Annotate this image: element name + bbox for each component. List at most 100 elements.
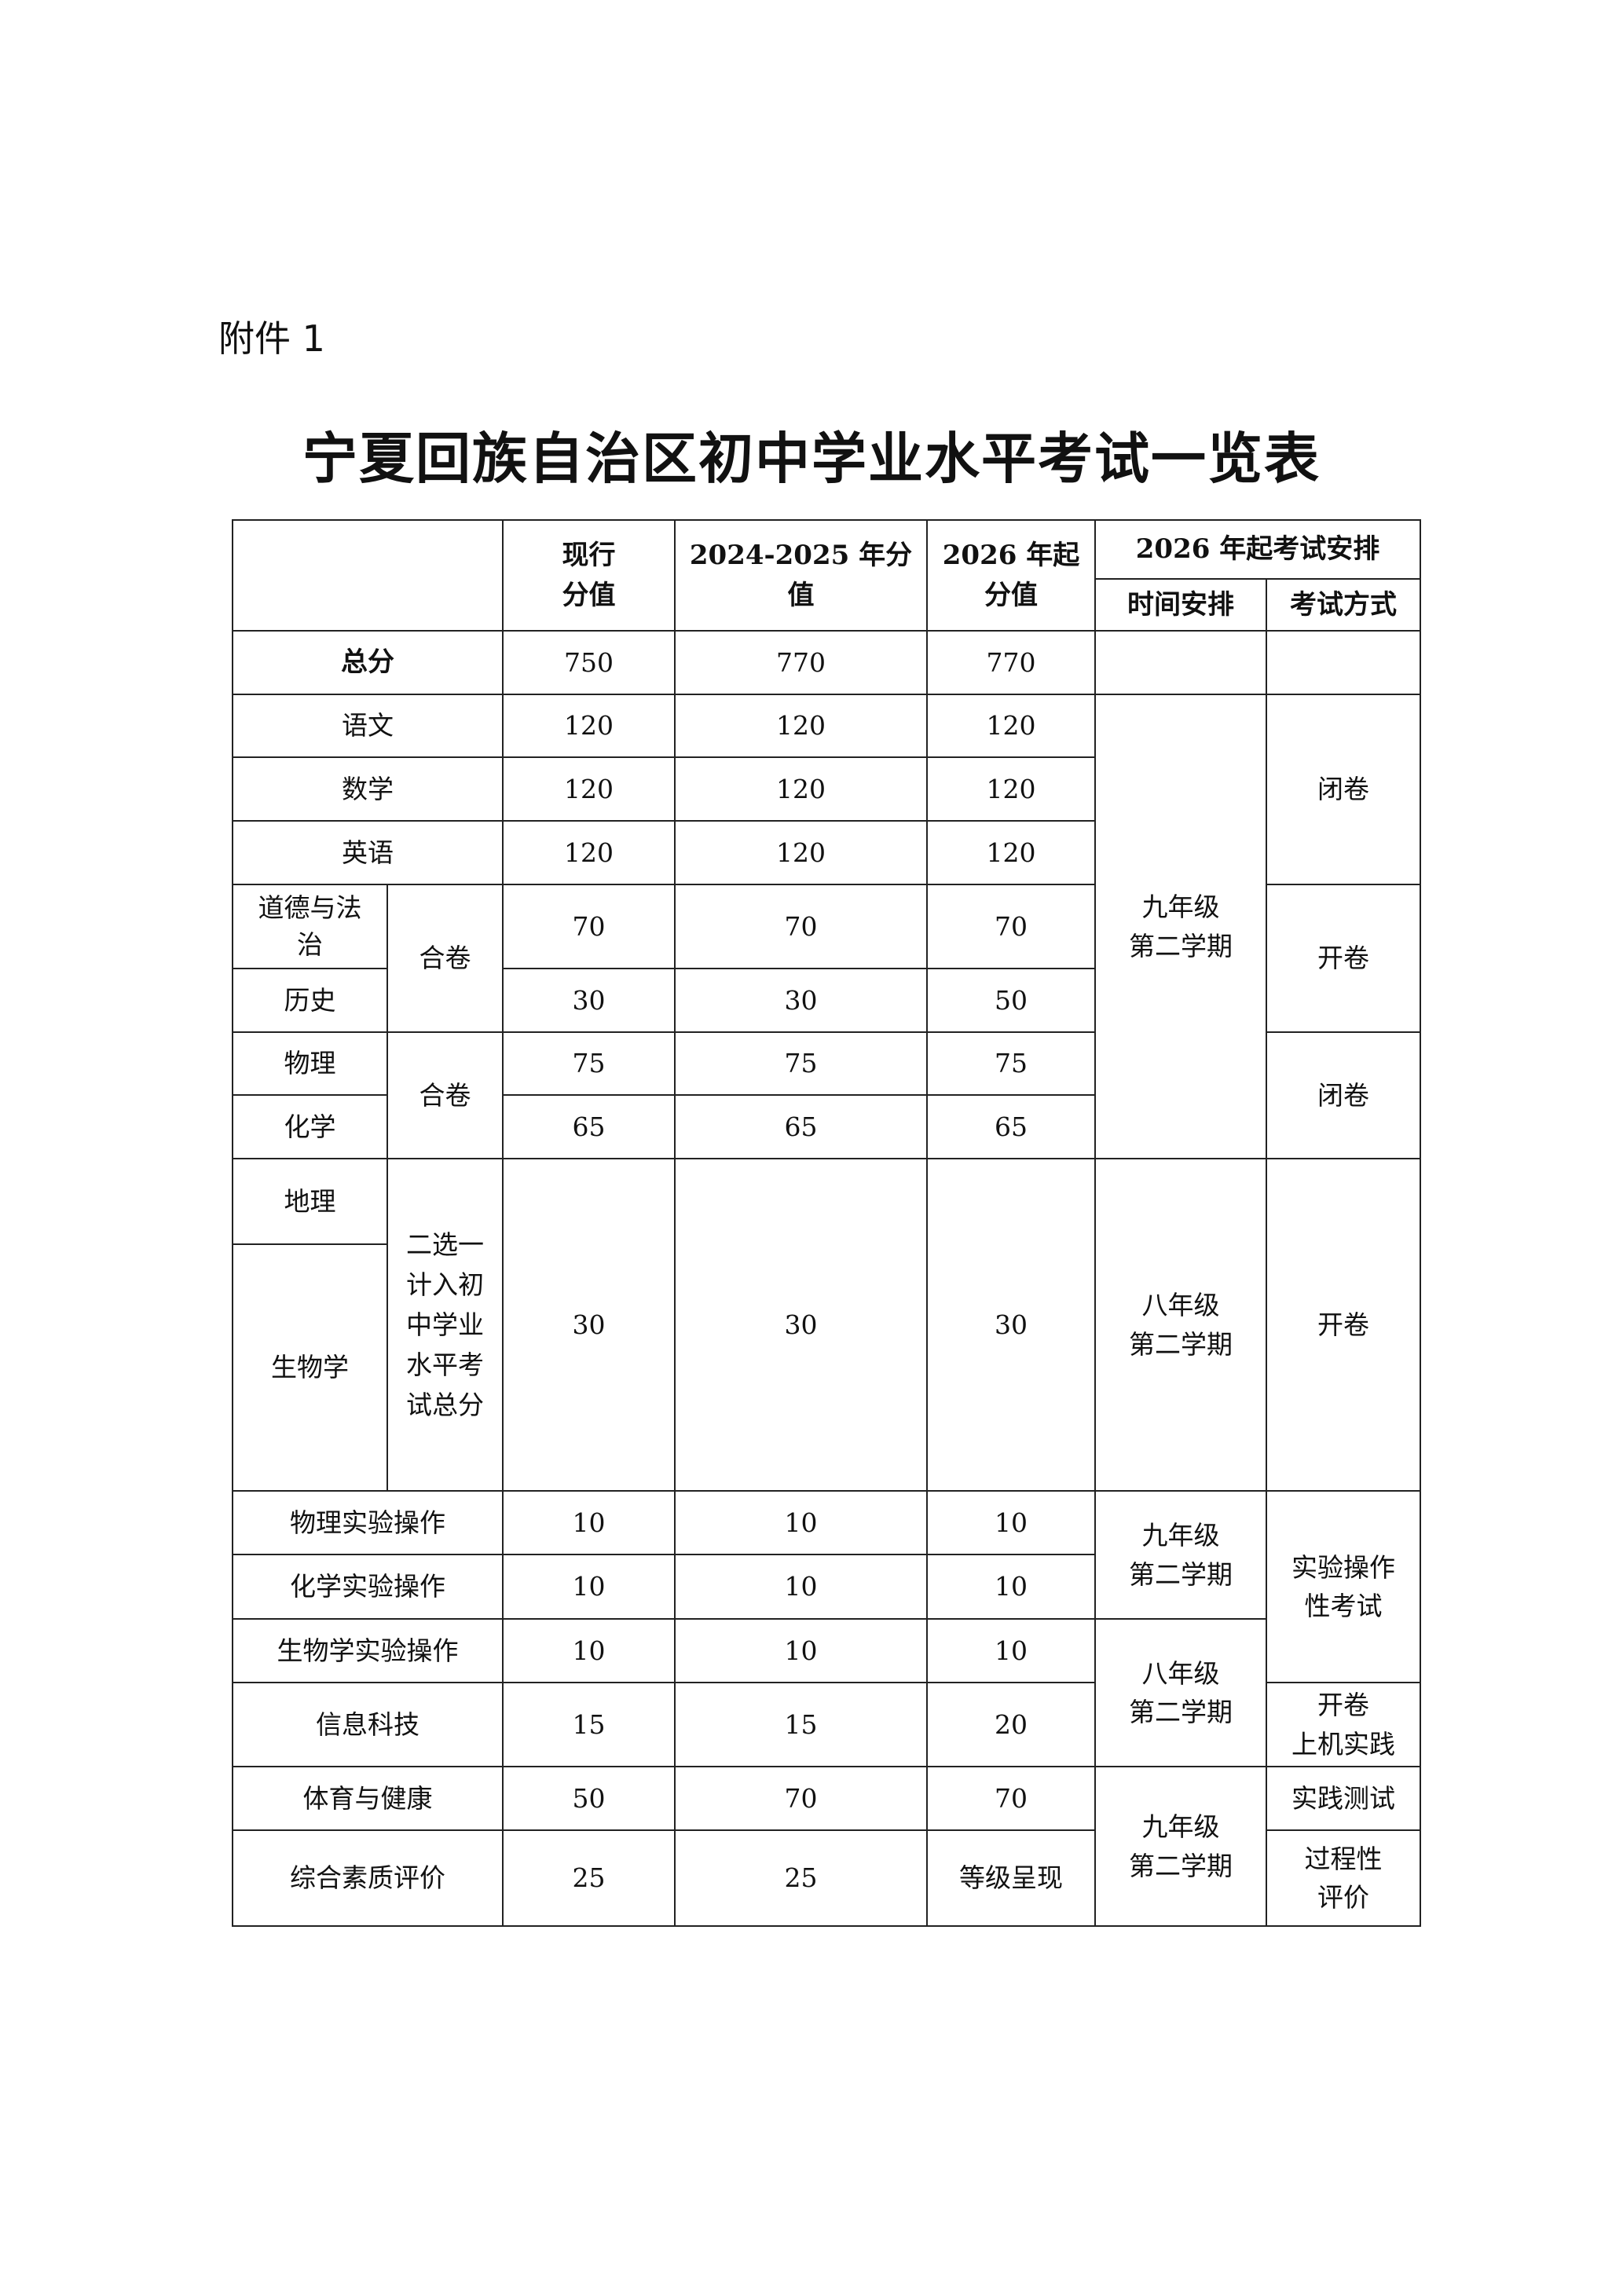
subject-cell: 数学 <box>232 756 504 822</box>
score-cell: 120 <box>926 820 1096 885</box>
method-cell: 实践测试 <box>1266 1766 1421 1831</box>
subject-cell: 物理 <box>232 1031 388 1096</box>
score-cell: 10 <box>674 1554 928 1620</box>
score-cell: 70 <box>674 884 928 969</box>
score-cell: 770 <box>926 630 1096 695</box>
subject-cell: 道德与法治 <box>232 884 388 969</box>
time-cell: 九年级 第二学期 <box>1094 694 1267 1159</box>
score-cell: 30 <box>674 968 928 1033</box>
method-cell: 开卷 <box>1266 1158 1421 1492</box>
score-cell: 120 <box>674 694 928 758</box>
subject-cell: 语文 <box>232 694 504 758</box>
score-cell: 65 <box>674 1094 928 1159</box>
score-cell: 10 <box>926 1554 1096 1620</box>
method-cell: 闭卷 <box>1266 694 1421 885</box>
time-cell: 九年级 第二学期 <box>1094 1766 1267 1927</box>
score-cell: 120 <box>674 820 928 885</box>
time-cell: 九年级 第二学期 <box>1094 1490 1267 1620</box>
score-cell: 75 <box>926 1031 1096 1096</box>
table-row: 化学实验操作 10 10 10 <box>232 1554 1420 1620</box>
score-cell: 10 <box>502 1618 676 1683</box>
subject-cell: 生物学实验操作 <box>232 1618 504 1683</box>
table-row: 数学 120 120 120 <box>232 756 1420 822</box>
time-cell <box>1094 630 1267 695</box>
score-cell: 10 <box>674 1618 928 1683</box>
table-row: 化学 65 65 65 <box>232 1094 1420 1159</box>
score-cell: 70 <box>674 1766 928 1831</box>
table-row: 物理 合卷 75 75 75 闭卷 <box>232 1031 1421 1159</box>
attachment-label: 附件 1 <box>218 317 325 360</box>
score-cell: 75 <box>502 1031 676 1096</box>
table-row: 生物学实验操作 10 10 10 八年级 第二学期 <box>232 1618 1420 1767</box>
score-cell: 25 <box>674 1829 928 1927</box>
method-cell: 过程性 评价 <box>1266 1829 1421 1927</box>
subject-cell: 化学 <box>232 1094 388 1159</box>
time-cell: 八年级 第二学期 <box>1094 1158 1267 1492</box>
score-cell: 50 <box>926 968 1096 1033</box>
score-cell: 10 <box>926 1490 1096 1555</box>
header-2026: 2026 年起 分值 <box>926 519 1096 632</box>
subject-cell: 英语 <box>232 820 504 885</box>
score-cell: 15 <box>502 1682 676 1767</box>
score-cell: 120 <box>502 756 676 822</box>
header-2024-2025: 2024-2025 年分值 <box>674 519 928 632</box>
method-cell: 闭卷 <box>1266 1031 1421 1159</box>
score-cell: 770 <box>674 630 928 695</box>
table-row: 总分 750 770 770 <box>232 630 1421 695</box>
score-cell: 30 <box>926 1158 1096 1492</box>
subject-cell: 体育与健康 <box>232 1766 504 1831</box>
subject-cell: 物理实验操作 <box>232 1490 504 1555</box>
header-row: 现行 分值 2024-2025 年分值 2026 年起 分值 2026 年起考试… <box>232 519 1421 632</box>
score-cell: 120 <box>926 756 1096 822</box>
header-corner <box>232 519 504 632</box>
score-cell: 70 <box>926 1766 1096 1831</box>
score-cell: 30 <box>674 1158 928 1492</box>
header-method: 考试方式 <box>1266 578 1421 632</box>
score-cell: 20 <box>926 1682 1096 1767</box>
header-row: 时间安排 考试方式 <box>233 578 1421 632</box>
score-cell: 75 <box>674 1031 928 1096</box>
score-cell: 120 <box>502 820 676 885</box>
score-cell: 10 <box>502 1490 676 1555</box>
score-cell: 50 <box>502 1766 676 1831</box>
table-row: 道德与法治 合卷 70 70 70 开卷 <box>232 884 1421 1033</box>
score-cell: 等级呈现 <box>926 1829 1096 1927</box>
score-cell: 10 <box>674 1490 928 1555</box>
table-row: 信息科技 15 15 20 开卷 上机实践 <box>232 1682 1421 1767</box>
method-cell <box>1266 630 1421 695</box>
combined-cell: 合卷 <box>387 884 504 1033</box>
time-cell: 八年级 第二学期 <box>1094 1618 1267 1767</box>
combined-cell: 合卷 <box>387 1031 504 1159</box>
exam-overview-table: 现行 分值 2024-2025 年分值 2026 年起 分值 2026 年起考试… <box>232 519 1421 1927</box>
score-cell: 10 <box>502 1554 676 1620</box>
score-cell: 750 <box>502 630 676 695</box>
table-row: 物理实验操作 10 10 10 九年级 第二学期 实验操作 性考试 <box>232 1490 1421 1683</box>
table-row: 综合素质评价 25 25 等级呈现 过程性 评价 <box>232 1829 1421 1927</box>
header-current: 现行 分值 <box>502 519 676 632</box>
subject-cell: 生物学 <box>232 1243 388 1492</box>
method-cell: 开卷 <box>1266 884 1421 1033</box>
subject-cell: 化学实验操作 <box>232 1554 504 1620</box>
score-cell: 70 <box>926 884 1096 969</box>
table-row: 英语 120 120 120 <box>232 820 1420 885</box>
score-cell: 120 <box>674 756 928 822</box>
subject-cell: 历史 <box>232 968 388 1033</box>
method-cell: 开卷 上机实践 <box>1266 1682 1421 1767</box>
table-row: 历史 30 30 50 <box>232 968 1420 1033</box>
subject-cell: 地理 <box>232 1158 388 1245</box>
header-time: 时间安排 <box>1094 578 1267 632</box>
score-cell: 10 <box>926 1618 1096 1683</box>
score-cell: 65 <box>926 1094 1096 1159</box>
score-cell: 25 <box>502 1829 676 1927</box>
score-cell: 65 <box>502 1094 676 1159</box>
page-title: 宁夏回族自治区初中学业水平考试一览表 <box>302 426 1321 491</box>
subject-cell: 总分 <box>232 630 504 695</box>
score-cell: 70 <box>502 884 676 969</box>
elective-note-cell: 二选一计入初中学业水平考试总分 <box>387 1158 504 1492</box>
score-cell: 30 <box>502 968 676 1033</box>
score-cell: 15 <box>674 1682 928 1767</box>
subject-cell: 信息科技 <box>232 1682 504 1767</box>
table-row: 体育与健康 50 70 70 九年级 第二学期 实践测试 <box>232 1766 1421 1927</box>
table-row: 生物学 <box>232 1243 1420 1492</box>
method-cell: 实验操作 性考试 <box>1266 1490 1421 1683</box>
